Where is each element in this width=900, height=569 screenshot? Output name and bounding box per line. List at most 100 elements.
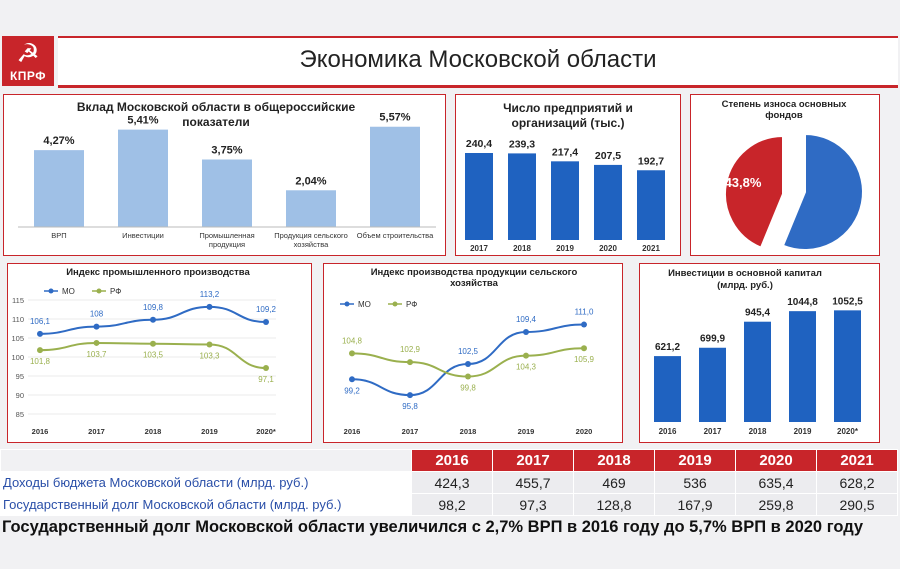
hammer-sickle-icon: ☭ [16, 38, 40, 68]
x-tick-label: 2016 [32, 427, 49, 436]
chart-title: Индекс промышленного производства [66, 267, 250, 278]
data-label: 207,5 [595, 150, 621, 162]
y-tick-label: 90 [16, 391, 24, 400]
legend-label: МО [358, 300, 371, 309]
data-label: 109,2 [256, 305, 277, 314]
data-label: 699,9 [700, 334, 725, 345]
panel-enterprises: Число предприятий и организаций (тыс.) 240… [455, 94, 681, 256]
x-tick-label: 2020 [576, 427, 593, 436]
data-point [37, 347, 43, 354]
data-label: 104,8 [342, 336, 363, 345]
category-label: 2021 [642, 244, 660, 253]
kprf-logo: ☭ КПРФ [2, 36, 54, 86]
bar [654, 356, 681, 422]
category-label: 2019 [794, 427, 812, 436]
category-label: 2017 [704, 427, 722, 436]
data-label: 239,3 [509, 138, 535, 150]
data-point [93, 339, 100, 346]
bar [789, 311, 816, 422]
chart-title: Инвестиции в основной капитал [668, 268, 822, 279]
data-label: 101,8 [30, 357, 51, 366]
category-label: Инвестиции [122, 231, 164, 240]
table-cell: 128,8 [573, 493, 655, 516]
data-label: 103,7 [86, 350, 107, 359]
finance-table: 2016 2017 2018 2019 2020 2021 Доходы бюд… [0, 449, 898, 516]
chart-industrial-index: Индекс промышленного производства 85 90 95 1… [11, 267, 277, 436]
bar [118, 129, 168, 227]
category-label: 2020* [837, 427, 859, 436]
legend-marker [344, 301, 350, 307]
pie-slice [781, 132, 864, 251]
category-label: 2018 [513, 244, 531, 253]
data-label: 99,2 [344, 386, 360, 395]
data-point [263, 365, 269, 372]
data-label: 3,75% [211, 145, 242, 157]
legend-label: РФ [110, 287, 121, 296]
x-tick-label: 2018 [145, 427, 162, 436]
footnote: Государственный долг Московской области … [2, 518, 864, 536]
data-point [581, 345, 587, 352]
data-label: 192,7 [638, 155, 664, 167]
x-tick-label: 2016 [344, 427, 361, 436]
bar [508, 153, 536, 240]
logo-text: КПРФ [9, 69, 47, 83]
y-tick-label: 85 [16, 410, 24, 419]
chart-title: (млрд. руб.) [717, 280, 773, 291]
table-cell: 469 [573, 471, 655, 494]
category-label: 2020 [599, 244, 617, 253]
panel-industrial-index: Индекс промышленного производства 85 90 95 1… [7, 263, 312, 443]
bar [465, 153, 493, 240]
header-bar [58, 36, 898, 88]
chart-title: хозяйства [450, 278, 498, 289]
bar [286, 190, 336, 227]
x-tick-label: 2018 [460, 427, 477, 436]
legend-marker [96, 288, 102, 294]
table-cell: 97,3 [492, 493, 574, 516]
category-label: ВРП [51, 231, 66, 240]
legend-label: МО [62, 287, 75, 296]
chart-title: Индекс производства продукции сельского [371, 267, 578, 278]
y-tick-label: 110 [12, 315, 24, 324]
x-tick-label: 2017 [88, 427, 105, 436]
category-label: Продукция сельского [274, 231, 348, 240]
x-tick-label: 2017 [402, 427, 419, 436]
panel-investment: Инвестиции в основной капитал (млрд. руб.… [639, 263, 880, 443]
data-label: 103,5 [143, 351, 164, 360]
chart-title: Вклад Московской области в общероссийски… [77, 100, 356, 114]
y-tick-label: 100 [11, 353, 24, 362]
data-label: 108 [90, 310, 104, 319]
data-label: 4,27% [43, 135, 74, 147]
table-cell: 424,3 [411, 471, 493, 494]
data-point [349, 350, 355, 357]
data-label: 106,1 [30, 317, 51, 326]
data-label: 99,8 [460, 384, 476, 393]
data-label: 109,8 [143, 303, 164, 312]
legend-marker [48, 288, 54, 294]
table-year: 2020 [735, 449, 817, 472]
chart-title: показатели [182, 115, 249, 129]
data-point [465, 361, 471, 367]
x-tick-label: 2020* [256, 427, 276, 436]
data-point [150, 340, 156, 347]
category-label: хозяйства [294, 240, 330, 249]
data-label: 102,9 [400, 345, 421, 354]
category-label: Объем строительства [357, 231, 434, 240]
bar [202, 159, 252, 227]
table-year: 2018 [573, 449, 655, 472]
data-label: 1044,8 [787, 297, 818, 308]
data-label: 217,4 [552, 146, 578, 158]
data-label: 1052,5 [832, 296, 863, 307]
data-label: 945,4 [745, 308, 770, 319]
x-tick-label: 2019 [518, 427, 535, 436]
category-label: 2018 [749, 427, 767, 436]
data-point [150, 316, 156, 323]
category-label: 2017 [470, 244, 488, 253]
chart-contribution: Вклад Московской области в общероссийски… [18, 100, 436, 249]
bar [834, 310, 861, 422]
y-tick-label: 115 [12, 296, 24, 305]
chart-title: Число предприятий и [503, 101, 633, 115]
data-label: 621,2 [655, 342, 680, 353]
data-label: 5,57% [379, 112, 410, 124]
bar [699, 347, 726, 422]
